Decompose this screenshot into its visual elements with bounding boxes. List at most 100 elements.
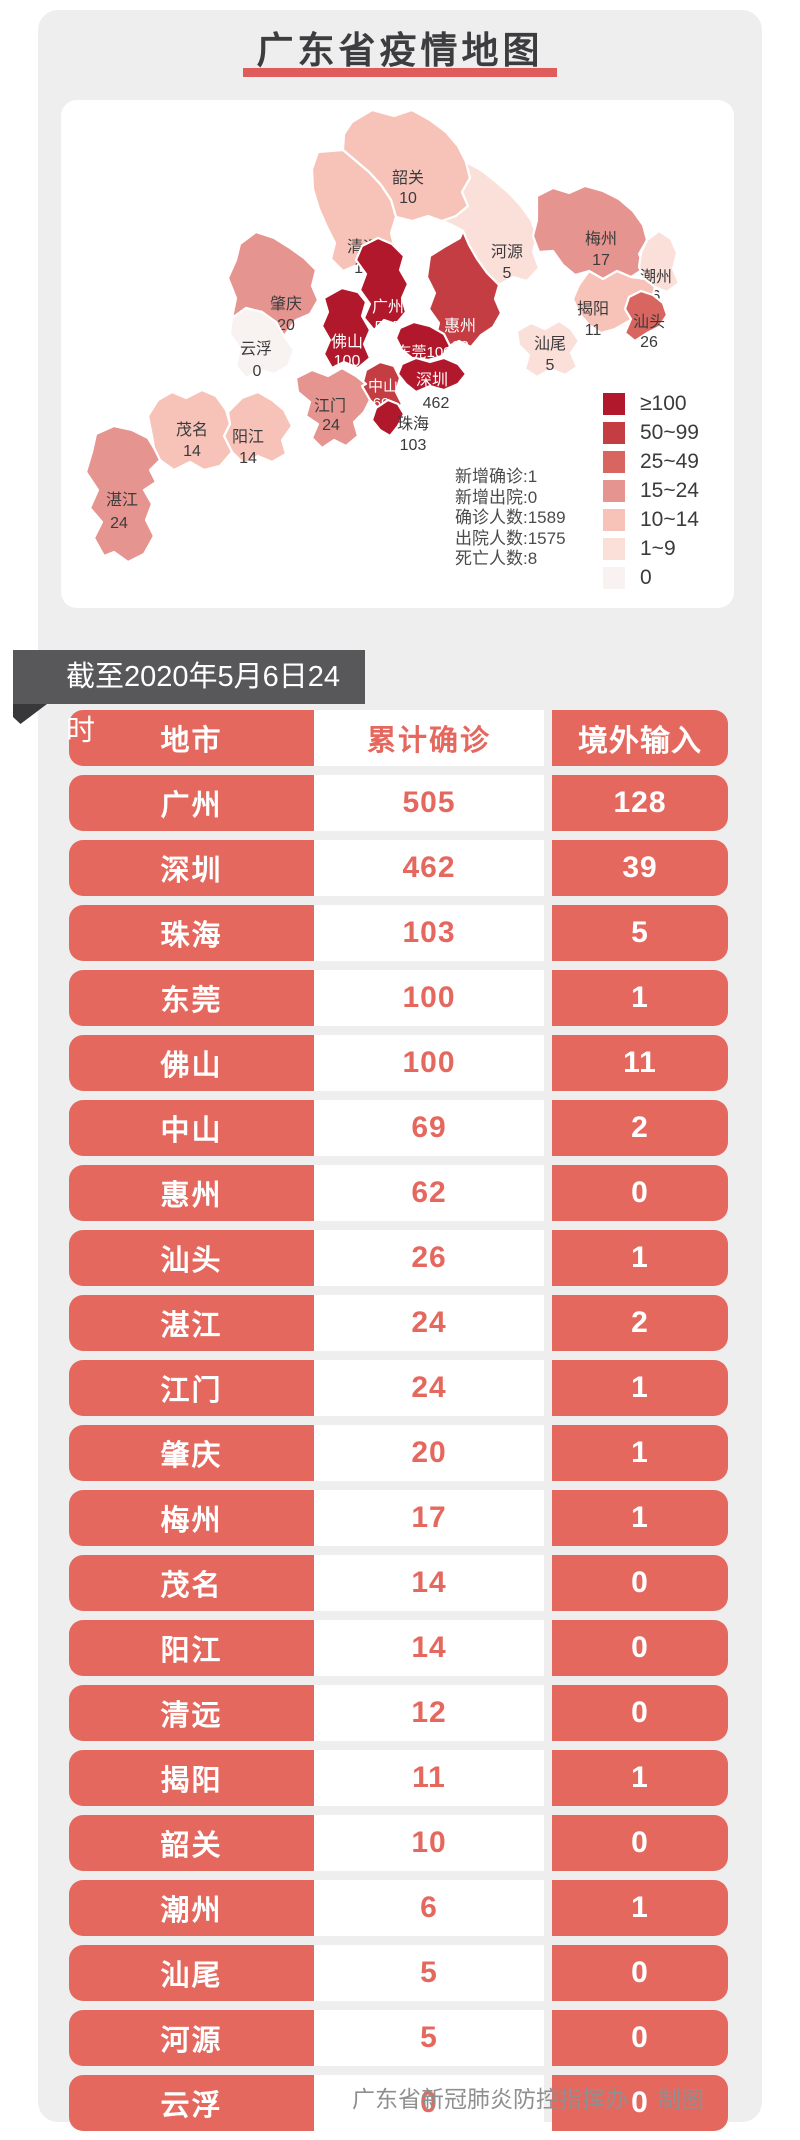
table-row: 中山 69 2: [69, 1100, 728, 1156]
map-region-shape: [84, 424, 162, 564]
table-row: 云浮 0 0: [69, 2075, 728, 2131]
map-region-shape: [370, 398, 406, 438]
column-header-confirmed: 累计确诊: [314, 710, 544, 766]
stat-line: 死亡人数:8: [455, 549, 538, 568]
legend-item: 25~49: [603, 450, 699, 473]
map-region-value: 5: [503, 265, 512, 282]
map-region-shape: [394, 320, 452, 362]
imported-cell: 0: [552, 1620, 728, 1676]
map-region: 阳江 14: [222, 390, 294, 467]
table-row: 茂名 14 0: [69, 1555, 728, 1611]
map-region-value: 505: [375, 319, 402, 336]
table-row: 江门 24 1: [69, 1360, 728, 1416]
table-row: 汕头 26 1: [69, 1230, 728, 1286]
table-row: 汕尾 5 0: [69, 1945, 728, 2001]
legend-swatch: [603, 509, 625, 531]
city-cell: 揭阳: [69, 1750, 314, 1806]
map-region: 东莞100: [394, 320, 452, 362]
legend-item: 50~99: [603, 421, 699, 444]
city-data-table: 地市 累计确诊 境外输入 广州 505 128 深圳 462 39 珠海 103…: [69, 710, 728, 2140]
map-region-value: 26: [640, 334, 658, 351]
legend-label: 10~14: [640, 508, 699, 531]
legend-item: 10~14: [603, 508, 699, 531]
map-region-label: 韶关: [392, 169, 424, 187]
confirmed-cell: 14: [314, 1620, 544, 1676]
table-header-row: 地市 累计确诊 境外输入: [69, 710, 728, 766]
stat-line: 新增出院:0: [455, 487, 538, 507]
confirmed-cell: 69: [314, 1100, 544, 1156]
city-cell: 佛山: [69, 1035, 314, 1091]
map-region: 广州 505: [354, 236, 410, 336]
city-cell: 云浮: [69, 2075, 314, 2131]
city-cell: 河源: [69, 2010, 314, 2066]
summary-stats: 新增确诊:1 新增出院:0 确诊人数:1589 出院人数:1575 死亡人数:8: [455, 467, 566, 570]
table-row: 佛山 100 11: [69, 1035, 728, 1091]
legend-item: 15~24: [603, 479, 699, 502]
map-region-shape: [320, 286, 372, 370]
map-region-shape: [294, 366, 372, 450]
confirmed-cell: 20: [314, 1425, 544, 1481]
stat-line: 确诊人数:1589: [455, 508, 566, 527]
table-row: 阳江 14 0: [69, 1620, 728, 1676]
imported-cell: 1: [552, 1230, 728, 1286]
map-region-value: 11: [585, 322, 602, 339]
legend-item: 0: [603, 566, 699, 589]
map-region: 汕头 26: [623, 289, 669, 351]
table-row: 东莞 100 1: [69, 970, 728, 1026]
confirmed-cell: 26: [314, 1230, 544, 1286]
map-region-label: 湛江: [106, 491, 138, 509]
map-region-shape: [531, 184, 649, 281]
map-region: 深圳 462: [396, 356, 468, 412]
city-cell: 汕头: [69, 1230, 314, 1286]
city-cell: 肇庆: [69, 1425, 314, 1481]
credit-footer: 广东省新冠肺炎防控指挥办 制图: [0, 2080, 704, 2114]
map-region-shape: [515, 319, 581, 379]
confirmed-cell: 24: [314, 1360, 544, 1416]
city-cell: 珠海: [69, 905, 314, 961]
table-row: 湛江 24 2: [69, 1295, 728, 1351]
legend-label: ≥100: [640, 392, 687, 415]
confirmed-cell: 10: [314, 1815, 544, 1871]
map-region: 湛江 24: [84, 424, 162, 564]
imported-cell: 0: [552, 2010, 728, 2066]
map-region-label: 佛山: [331, 333, 363, 351]
confirmed-cell: 5: [314, 1945, 544, 2001]
city-cell: 东莞: [69, 970, 314, 1026]
map-region-value: 62: [451, 339, 469, 356]
map-region: 云浮 0: [228, 306, 296, 380]
imported-cell: 1: [552, 1425, 728, 1481]
map-region-value: 10: [399, 190, 417, 207]
confirmed-cell: 505: [314, 775, 544, 831]
legend-label: 0: [640, 566, 652, 589]
map-region: 肇庆 20: [226, 230, 320, 338]
confirmed-cell: 0: [314, 2075, 544, 2131]
confirmed-cell: 103: [314, 905, 544, 961]
map-region-shape: [222, 390, 294, 466]
confirmed-cell: 6: [314, 1880, 544, 1936]
map-region: 惠州 62: [425, 229, 503, 356]
imported-cell: 128: [552, 775, 728, 831]
legend-item: 1~9: [603, 537, 699, 560]
map-region-shape: [228, 306, 296, 380]
title-underline: [243, 68, 557, 77]
imported-cell: 1: [552, 1750, 728, 1806]
imported-cell: 1: [552, 1360, 728, 1416]
map-region: 汕尾 5: [515, 319, 581, 379]
table-row: 深圳 462 39: [69, 840, 728, 896]
stat-line: 出院人数:1575: [455, 528, 566, 548]
page-title: 广东省疫情地图: [256, 30, 544, 71]
imported-cell: 1: [552, 970, 728, 1026]
city-cell: 潮州: [69, 1880, 314, 1936]
confirmed-cell: 12: [314, 1685, 544, 1741]
city-cell: 中山: [69, 1100, 314, 1156]
stat-line: 新增确诊:1: [455, 467, 538, 486]
legend-label: 15~24: [640, 479, 699, 502]
map-legend: ≥100 50~99 25~49 15~24 10~14 1~9 0: [603, 392, 699, 596]
city-cell: 汕尾: [69, 1945, 314, 2001]
city-cell: 韶关: [69, 1815, 314, 1871]
imported-cell: 0: [552, 1685, 728, 1741]
epidemic-map-card: 韶关 10 清远 12 河源 5 梅州 17 潮州 6 揭阳 11: [61, 100, 734, 608]
map-region: 河源 5: [440, 160, 541, 287]
imported-cell: 5: [552, 905, 728, 961]
city-cell: 阳江: [69, 1620, 314, 1676]
